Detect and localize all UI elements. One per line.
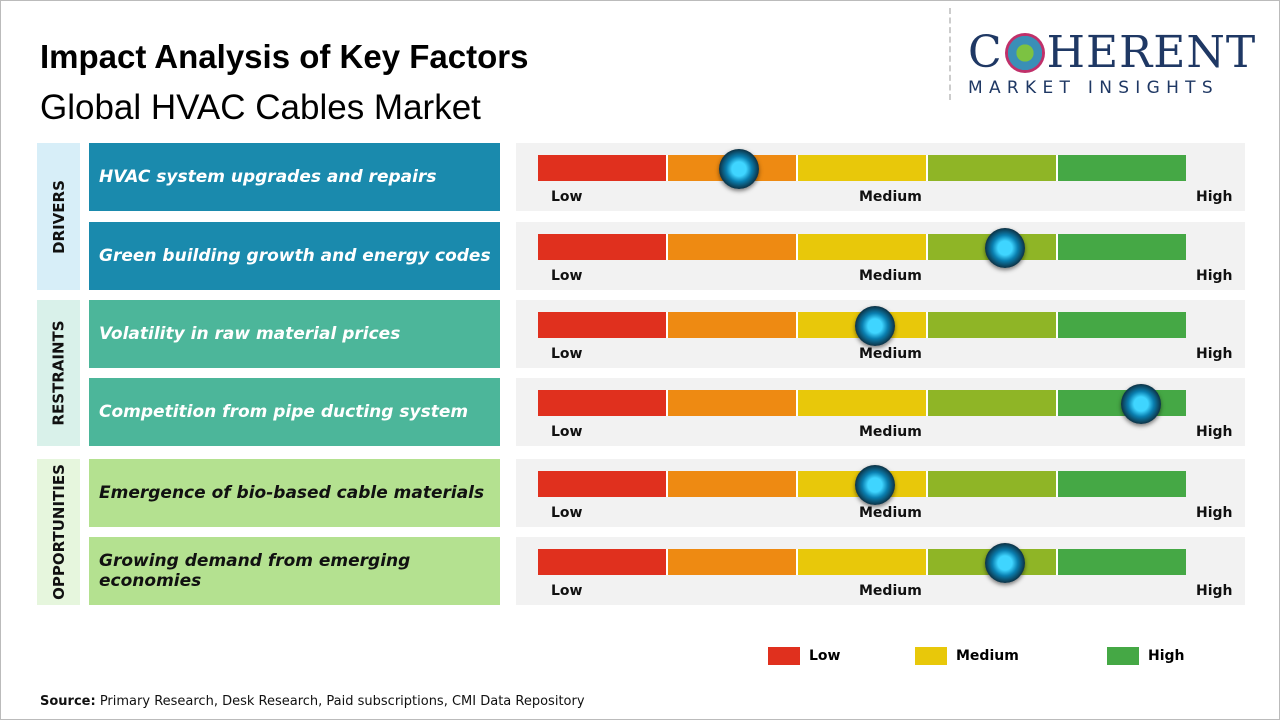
gauge-bar <box>538 549 1186 575</box>
gauge-segment <box>668 234 798 260</box>
gauge-bar <box>538 390 1186 416</box>
impact-gauge: Low Medium High <box>516 300 1245 368</box>
category-opportunities: OPPORTUNITIES <box>37 459 80 605</box>
scale-label-high: High <box>1196 505 1233 521</box>
gauge-segment <box>538 234 668 260</box>
page-title: Impact Analysis of Key Factors <box>40 38 529 75</box>
impact-marker <box>854 465 895 505</box>
scale-label-medium: Medium <box>859 424 922 440</box>
gauge-segment <box>668 471 798 497</box>
legend-label: Medium <box>956 648 1019 664</box>
impact-gauge: Low Medium High <box>516 459 1245 527</box>
gauge-segment <box>798 549 928 575</box>
gauge-bar <box>538 155 1186 181</box>
impact-marker <box>1120 384 1161 424</box>
gauge-segment <box>1058 155 1186 181</box>
legend-medium: Medium <box>915 647 1019 665</box>
category-label: RESTRAINTS <box>49 320 68 426</box>
logo-subtitle: MARKET INSIGHTS <box>968 78 1219 98</box>
factor-label: Green building growth and energy codes <box>89 222 500 290</box>
legend-swatch-medium <box>915 647 947 665</box>
logo-word: HERENT <box>1046 27 1257 78</box>
scale-label-high: High <box>1196 583 1233 599</box>
legend-high: High <box>1107 647 1185 665</box>
legend-label: Low <box>809 648 841 664</box>
gauge-bar <box>538 471 1186 497</box>
coherent-logo: C HERENT MARKET INSIGHTS <box>968 27 1260 99</box>
legend-swatch-high <box>1107 647 1139 665</box>
legend-low: Low <box>768 647 840 665</box>
category-drivers: DRIVERS <box>37 143 80 290</box>
factor-label: Growing demand from emerging economies <box>89 537 500 605</box>
legend-swatch-low <box>768 647 800 665</box>
impact-gauge: Low Medium High <box>516 222 1245 290</box>
scale-label-low: Low <box>551 505 583 521</box>
scale-label-high: High <box>1196 189 1233 205</box>
source-text: Primary Research, Desk Research, Paid su… <box>95 694 585 709</box>
scale-label-high: High <box>1196 268 1233 284</box>
scale-label-low: Low <box>551 268 583 284</box>
gauge-segment <box>798 155 928 181</box>
scale-label-medium: Medium <box>859 583 922 599</box>
scale-label-high: High <box>1196 424 1233 440</box>
gauge-segment <box>928 390 1058 416</box>
gauge-segment <box>798 234 928 260</box>
scale-label-low: Low <box>551 346 583 362</box>
gauge-segment <box>1058 234 1186 260</box>
gauge-bar <box>538 234 1186 260</box>
logo-letter: C <box>968 27 1003 78</box>
impact-gauge: Low Medium High <box>516 378 1245 446</box>
gauge-segment <box>668 312 798 338</box>
factor-label: Volatility in raw material prices <box>89 300 500 368</box>
gauge-segment <box>1058 549 1186 575</box>
impact-marker <box>854 306 895 346</box>
category-label: OPPORTUNITIES <box>49 464 68 600</box>
page-subtitle: Global HVAC Cables Market <box>40 88 481 127</box>
category-restraints: RESTRAINTS <box>37 300 80 446</box>
source-note: Source: Primary Research, Desk Research,… <box>40 694 585 709</box>
gauge-segment <box>668 549 798 575</box>
divider <box>949 8 951 100</box>
gauge-segment <box>1058 312 1186 338</box>
impact-marker <box>984 228 1025 268</box>
scale-label-low: Low <box>551 424 583 440</box>
impact-gauge: Low Medium High <box>516 143 1245 211</box>
factor-label: Competition from pipe ducting system <box>89 378 500 446</box>
gauge-segment <box>798 390 928 416</box>
gauge-segment <box>538 312 668 338</box>
category-label: DRIVERS <box>49 179 68 254</box>
gauge-segment <box>928 471 1058 497</box>
factor-label: HVAC system upgrades and repairs <box>89 143 500 211</box>
gauge-segment <box>538 549 668 575</box>
source-label: Source: <box>40 694 96 709</box>
scale-label-medium: Medium <box>859 268 922 284</box>
impact-marker <box>984 543 1025 583</box>
scale-label-medium: Medium <box>859 505 922 521</box>
gauge-segment <box>538 471 668 497</box>
gauge-bar <box>538 312 1186 338</box>
gauge-segment <box>928 312 1058 338</box>
gauge-segment <box>928 155 1058 181</box>
impact-gauge: Low Medium High <box>516 537 1245 605</box>
scale-label-low: Low <box>551 189 583 205</box>
scale-label-high: High <box>1196 346 1233 362</box>
gauge-segment <box>668 390 798 416</box>
gauge-segment <box>1058 471 1186 497</box>
impact-marker <box>718 149 759 189</box>
scale-label-medium: Medium <box>859 346 922 362</box>
scale-label-medium: Medium <box>859 189 922 205</box>
gauge-segment <box>538 155 668 181</box>
legend-label: High <box>1148 648 1185 664</box>
scale-label-low: Low <box>551 583 583 599</box>
factor-label: Emergence of bio-based cable materials <box>89 459 500 527</box>
gauge-segment <box>538 390 668 416</box>
globe-icon <box>1004 33 1045 73</box>
